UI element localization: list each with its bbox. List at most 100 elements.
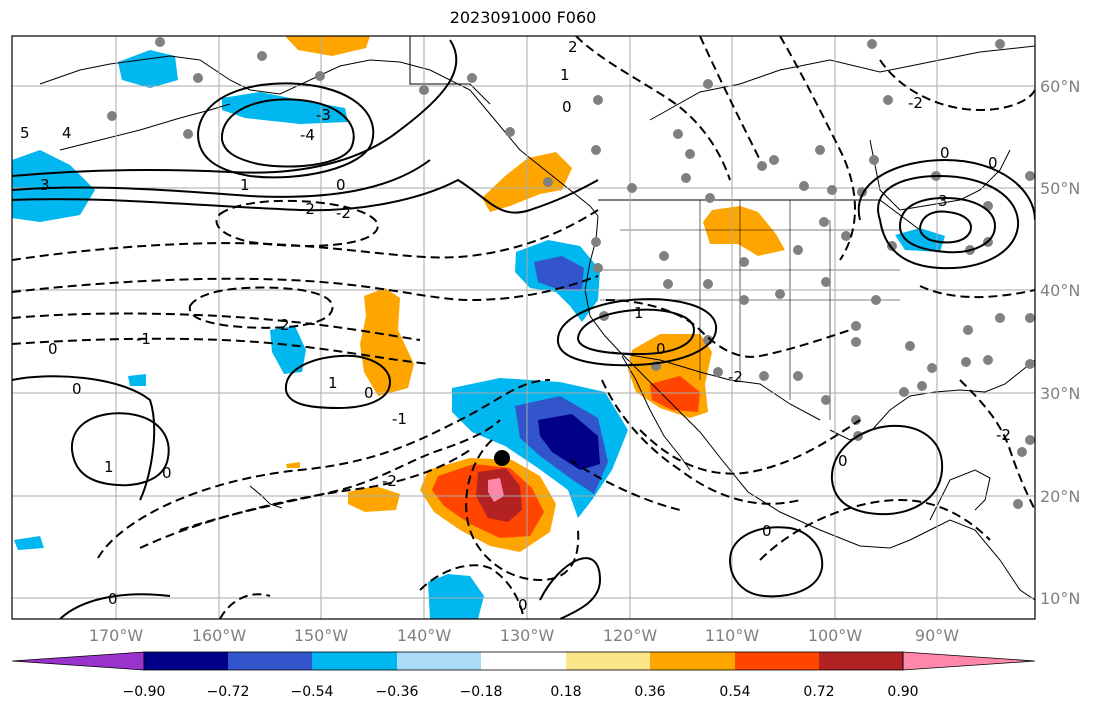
fill-neg-hudson	[895, 228, 945, 252]
fill-neg-south	[428, 574, 484, 619]
border-ak	[409, 36, 491, 105]
contour-low-gulf-ak	[220, 98, 355, 168]
contour-label: 0	[562, 98, 572, 116]
contour-label: -2	[908, 94, 923, 112]
coast-yucatan	[929, 469, 991, 521]
fill-neg-aleutian	[12, 150, 95, 222]
fill-pos-bering	[285, 36, 370, 56]
map-plot-area	[12, 36, 1035, 619]
coast-baja	[621, 355, 691, 471]
colorbar-tick-label: 0.54	[719, 684, 750, 700]
coast-canada-north	[649, 45, 1035, 121]
contour-label: 0	[762, 522, 772, 540]
contour-label: 0	[940, 144, 950, 162]
contour-label: 3	[40, 176, 50, 194]
contour-label: 0	[656, 340, 666, 358]
coast-alaska	[39, 55, 599, 217]
contours-dashed	[12, 36, 1035, 619]
fill-neg-small2	[128, 374, 146, 386]
contour-label: 5	[20, 124, 30, 142]
lat-tick-label: 30°N	[1040, 384, 1080, 403]
lat-tick-label: 20°N	[1040, 487, 1080, 506]
contour-label: -3	[316, 106, 331, 124]
colorbar-segment	[228, 652, 312, 670]
fill-neg-baja-dark	[538, 414, 600, 470]
lon-tick-label: 100°W	[808, 626, 863, 645]
colorbar-tick-label: −0.90	[123, 684, 166, 700]
contour-label: 0	[988, 154, 998, 172]
contour-label: 0	[364, 384, 374, 402]
fill-neg-small3	[14, 536, 44, 550]
colorbar-segment	[481, 652, 566, 670]
contour-label: -1	[392, 410, 407, 428]
contour-label: 0	[72, 380, 82, 398]
contour-label: 1	[240, 176, 250, 194]
coast-aleutians	[59, 103, 231, 151]
contour-label: 0	[518, 596, 528, 614]
lon-tick-label: 150°W	[294, 626, 349, 645]
lat-tick-label: 40°N	[1040, 281, 1080, 300]
lon-tick-label: 110°W	[705, 626, 760, 645]
fill-pos-small-w	[348, 486, 400, 512]
colorbar-segment	[566, 652, 650, 670]
storm-center-marker	[494, 450, 510, 466]
lon-tick-label: 170°W	[89, 626, 144, 645]
map-frame	[11, 35, 1036, 620]
colorbar-extend-low	[11, 651, 145, 671]
contour-label: 0	[108, 590, 118, 608]
colorbar-tick-label: −0.36	[376, 684, 419, 700]
contour-label: 0	[336, 176, 346, 194]
contour-label: 2	[280, 316, 290, 334]
contour-label: -2	[300, 200, 315, 218]
colorbar-tick-label: 0.90	[887, 684, 918, 700]
border-us-canada	[598, 199, 921, 231]
contour-label: 0	[162, 464, 172, 482]
fill-pos-tiny	[286, 462, 300, 468]
lat-tick-label: 50°N	[1040, 179, 1080, 198]
contour-label: 3	[938, 192, 948, 210]
lat-tick-label: 10°N	[1040, 589, 1080, 608]
colorbar-tick-label: 0.72	[803, 684, 834, 700]
colorbar-segment	[144, 652, 228, 670]
colorbar-tick-label: −0.72	[207, 684, 250, 700]
fill-pos-east-pac	[360, 288, 414, 396]
colorbar-tick-label: 0.18	[550, 684, 581, 700]
lon-tick-label: 90°W	[915, 626, 959, 645]
fill-neg-ca-mid	[534, 256, 584, 290]
colorbar: −0.90 −0.72 −0.54 −0.36 −0.18 0.18 0.36 …	[11, 651, 1036, 700]
contour-label: 0	[48, 340, 58, 358]
border-us-mexico	[611, 351, 821, 421]
contour-label: 1	[634, 304, 644, 322]
coast-west-us	[584, 215, 1035, 601]
lat-tick-labels: 60°N 50°N 40°N 30°N 20°N 10°N	[1040, 77, 1080, 608]
contour-label: -2	[728, 368, 743, 386]
colorbar-segment	[312, 652, 397, 670]
colorbar-segment	[735, 652, 819, 670]
fill-pos-rockies	[703, 206, 785, 256]
colorbar-segment	[650, 652, 735, 670]
lon-tick-label: 120°W	[603, 626, 658, 645]
lon-tick-labels: 170°W 160°W 150°W 140°W 130°W 120°W 110°…	[89, 626, 959, 645]
contour-pac-low	[284, 354, 392, 410]
contour-labels: -4 -3 4 5 3 1 0 -2 -2 2 1 0 0 0 3 -2 2 -…	[20, 38, 1011, 614]
fill-neg-bering	[118, 50, 178, 88]
contour-label: -2	[336, 204, 351, 222]
colorbar-extend-high	[902, 651, 1036, 671]
contour-label: 2	[568, 38, 578, 56]
contour-label: -1	[136, 330, 151, 348]
contour-label: 1	[104, 458, 114, 476]
fill-pos-sw-us-mid	[650, 376, 700, 412]
map-title: 2023091000 F060	[449, 8, 597, 27]
lon-tick-label: 140°W	[397, 626, 452, 645]
contour-label: -2	[382, 472, 397, 490]
contour-label: -2	[996, 426, 1011, 444]
lon-tick-label: 130°W	[500, 626, 555, 645]
colorbar-segment	[819, 652, 903, 670]
contour-label: 0	[838, 452, 848, 470]
contours	[12, 39, 1035, 619]
contour-label: -4	[300, 126, 315, 144]
contour-ca-low	[556, 298, 718, 367]
lat-tick-label: 60°N	[1040, 77, 1080, 96]
fill-neg-small1	[270, 326, 306, 374]
